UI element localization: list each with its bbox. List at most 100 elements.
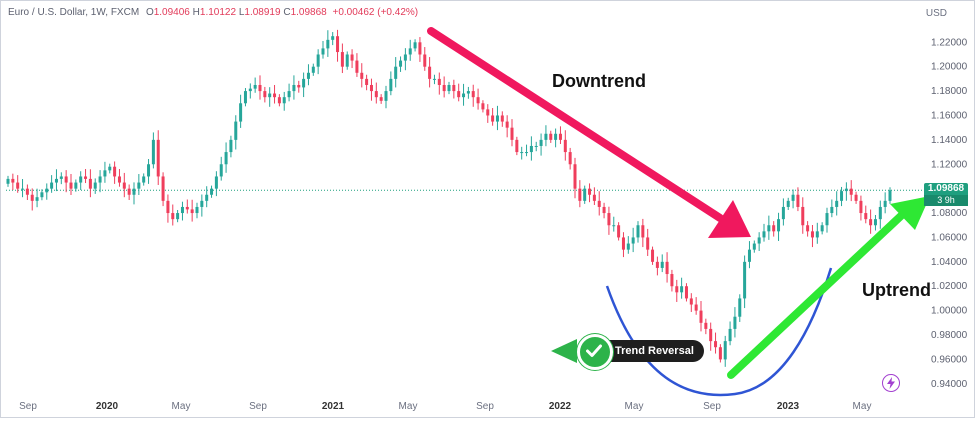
candle [665,252,669,283]
candle [786,197,790,210]
candle [11,173,15,190]
candle [486,104,490,123]
candle-body [50,182,54,189]
candle-body [505,121,509,128]
candle [830,199,834,218]
reversal-pointer-arrow [551,339,577,363]
candle [98,170,102,193]
candle [214,171,218,197]
candle [161,172,165,207]
candle-body [268,93,272,98]
candle-body [224,152,228,165]
candle [447,81,451,95]
candle-body [35,197,39,201]
candle [655,256,659,276]
candle-body [568,152,572,165]
candle [369,78,373,101]
candle [171,204,175,226]
candle-body [447,84,451,92]
y-tick-label: 1.06000 [931,232,968,243]
candle [675,279,679,302]
candle [777,212,781,241]
candle-body [825,213,829,226]
candle-body [340,52,344,67]
candle-body [316,54,320,67]
candle-body [510,127,514,140]
candle [544,125,548,147]
candle-body [166,200,170,214]
candle [878,200,882,229]
candle [195,202,199,219]
candle [117,169,121,187]
candle-body [98,176,102,183]
candle [93,178,97,194]
candle [510,119,514,147]
candle-body [117,176,121,183]
candle [64,170,68,193]
candle [190,199,194,222]
candle [336,29,340,62]
candle [781,198,785,226]
y-axis: 1.22000 1.20000 1.18000 1.16000 1.14000 1.120… [931,37,968,390]
candle [515,136,519,156]
y-tick-label: 1.14000 [931,135,968,146]
candle [801,197,805,234]
candle [631,227,635,253]
candle [147,159,151,184]
uptrend-arrow-head [890,196,930,230]
candle [408,39,412,61]
candle [200,194,204,217]
candle-body [297,84,301,88]
candle-body [437,78,441,85]
candle-body [699,310,703,323]
candle [520,146,524,160]
candle [733,307,737,338]
candle-body [525,152,529,154]
candle [699,300,703,332]
candle [592,187,596,205]
candle [6,175,10,187]
candle [326,30,330,57]
candle-body [365,78,369,85]
candle [723,335,727,367]
candle [869,209,873,234]
candle [331,32,335,46]
y-tick-label: 1.16000 [931,110,968,121]
candle-body [883,200,887,207]
candle-body [801,206,805,226]
candle-body [592,194,596,201]
candle [757,232,761,251]
candle [791,189,795,209]
candle-body [680,286,684,293]
candle-body [54,178,58,183]
candle-body [79,176,83,183]
x-tick-label: 2021 [322,401,345,412]
candle-body [544,133,548,140]
candle-body [820,225,824,232]
candle [578,180,582,208]
candle-body [103,170,107,177]
candle [820,222,824,235]
candle-body [646,237,650,250]
lightning-icon[interactable] [882,374,900,392]
candle [302,72,306,98]
candle [573,157,577,199]
candle-body [573,164,577,189]
candle [588,183,592,203]
candle [471,84,475,107]
candle-body [321,48,325,55]
reversal-curve [605,267,833,397]
candle-body [263,91,267,98]
candle [239,94,243,128]
candle-body [200,200,204,207]
candle [59,172,63,185]
candle-body [258,84,262,92]
candle-body [394,66,398,79]
candle-body [369,84,373,92]
candle-body [486,109,490,116]
candle [45,183,49,200]
candle-body [844,188,848,192]
close-label: C [283,7,291,18]
